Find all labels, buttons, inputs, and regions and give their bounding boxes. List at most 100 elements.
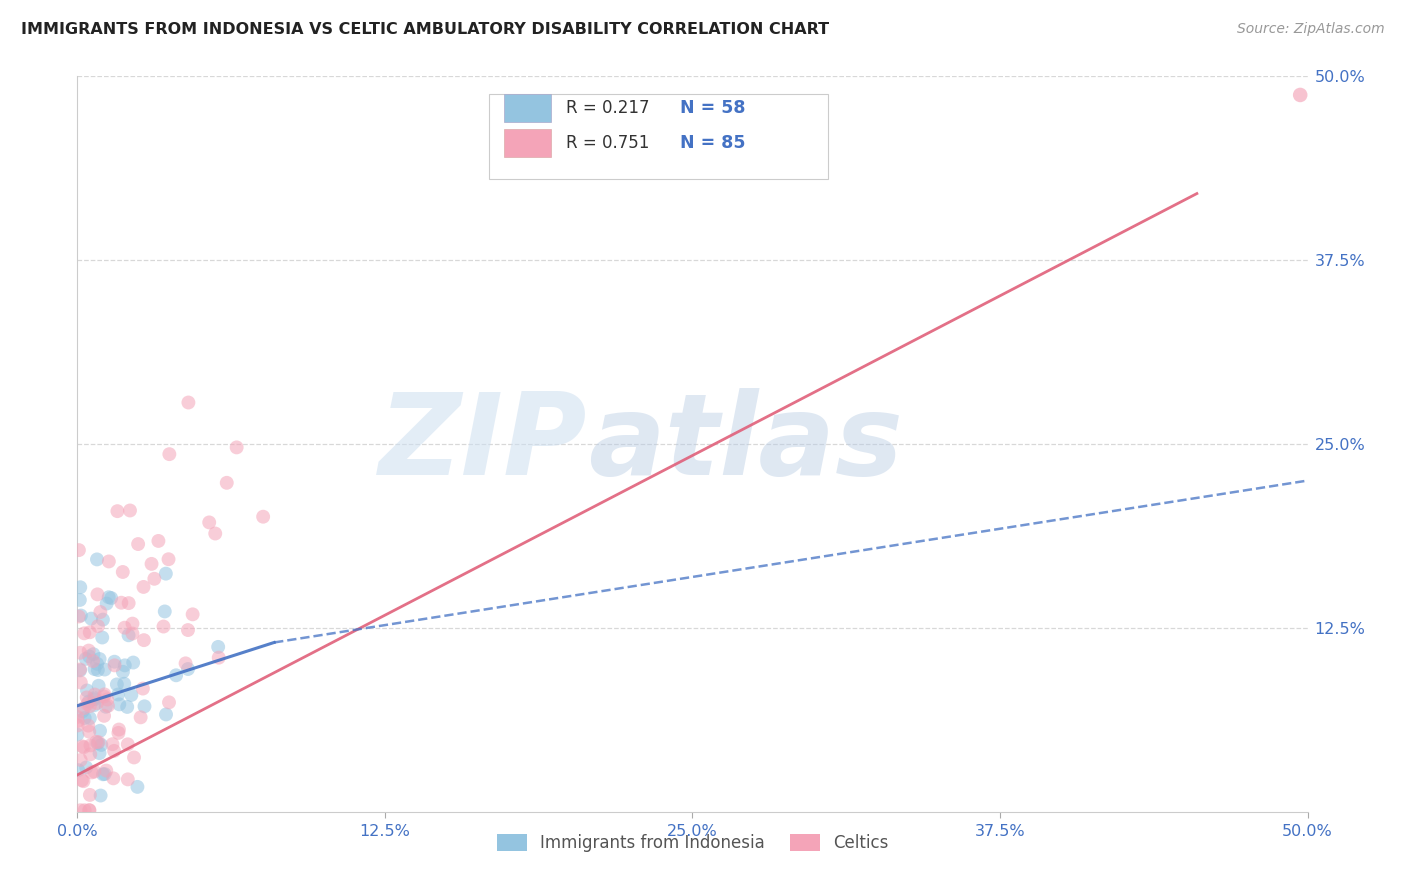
- Point: [207, 640, 229, 654]
- Point: [104, 658, 127, 673]
- Point: [111, 565, 134, 579]
- Point: [69, 675, 91, 690]
- Point: [114, 658, 136, 673]
- Point: [73, 803, 96, 817]
- Point: [117, 596, 139, 610]
- Point: [111, 665, 134, 679]
- Point: [69, 664, 91, 678]
- Point: [83, 698, 105, 713]
- Point: [165, 668, 187, 682]
- Point: [141, 557, 163, 571]
- Point: [76, 683, 98, 698]
- Point: [91, 613, 114, 627]
- Point: [83, 764, 105, 779]
- Point: [155, 566, 177, 581]
- Point: [117, 628, 139, 642]
- Point: [118, 503, 141, 517]
- Point: [127, 780, 149, 794]
- Point: [108, 723, 131, 737]
- Point: [177, 623, 200, 637]
- Point: [87, 619, 110, 633]
- Point: [157, 695, 180, 709]
- Point: [96, 764, 118, 778]
- Point: [70, 773, 93, 788]
- Point: [93, 767, 115, 781]
- Point: [127, 537, 149, 551]
- Point: [132, 681, 155, 696]
- Point: [86, 587, 108, 601]
- Point: [93, 687, 115, 701]
- Point: [89, 746, 111, 760]
- Point: [70, 608, 93, 623]
- Point: [143, 572, 166, 586]
- Point: [77, 649, 100, 664]
- Point: [97, 591, 120, 605]
- Point: [69, 593, 91, 607]
- Point: [107, 504, 129, 518]
- Point: [79, 739, 101, 753]
- Point: [177, 662, 200, 676]
- Point: [79, 788, 101, 802]
- Point: [215, 475, 238, 490]
- Point: [96, 692, 118, 706]
- Point: [67, 763, 90, 777]
- Point: [82, 647, 104, 661]
- Point: [83, 688, 105, 702]
- Point: [73, 711, 96, 725]
- Point: [91, 631, 114, 645]
- Point: [148, 533, 170, 548]
- Point: [72, 774, 94, 789]
- Point: [73, 740, 96, 755]
- Point: [89, 652, 111, 666]
- Point: [72, 704, 94, 718]
- Point: [103, 772, 125, 786]
- Point: [89, 723, 111, 738]
- Point: [67, 543, 90, 558]
- Point: [115, 700, 138, 714]
- Point: [103, 655, 125, 669]
- Point: [72, 739, 94, 754]
- Point: [112, 677, 135, 691]
- Text: N = 85: N = 85: [681, 134, 745, 152]
- Point: [82, 654, 104, 668]
- Point: [252, 509, 274, 524]
- FancyBboxPatch shape: [489, 95, 828, 178]
- Point: [79, 803, 101, 817]
- Point: [97, 698, 120, 713]
- Point: [66, 718, 89, 732]
- Point: [80, 765, 103, 780]
- Point: [87, 679, 110, 693]
- Point: [134, 699, 156, 714]
- Point: [77, 695, 100, 709]
- Bar: [505, 95, 551, 122]
- Point: [157, 447, 180, 461]
- Point: [100, 591, 122, 605]
- Point: [114, 621, 136, 635]
- Point: [79, 747, 101, 762]
- Point: [66, 728, 89, 742]
- Point: [69, 663, 91, 677]
- Point: [69, 803, 91, 817]
- Point: [101, 737, 124, 751]
- Point: [77, 718, 100, 732]
- Point: [79, 625, 101, 640]
- Point: [80, 612, 103, 626]
- Point: [120, 688, 142, 702]
- Point: [1289, 87, 1312, 102]
- Point: [93, 690, 115, 704]
- Point: [157, 552, 180, 566]
- Point: [90, 789, 112, 803]
- Point: [79, 711, 101, 725]
- Point: [121, 616, 143, 631]
- Point: [79, 699, 101, 714]
- Point: [66, 714, 89, 728]
- Point: [152, 619, 174, 633]
- Point: [122, 750, 145, 764]
- Point: [129, 710, 152, 724]
- Point: [177, 395, 200, 409]
- Point: [132, 580, 155, 594]
- Text: N = 58: N = 58: [681, 99, 745, 117]
- Legend: Immigrants from Indonesia, Celtics: Immigrants from Indonesia, Celtics: [489, 827, 896, 859]
- Point: [121, 626, 143, 640]
- Point: [117, 772, 139, 787]
